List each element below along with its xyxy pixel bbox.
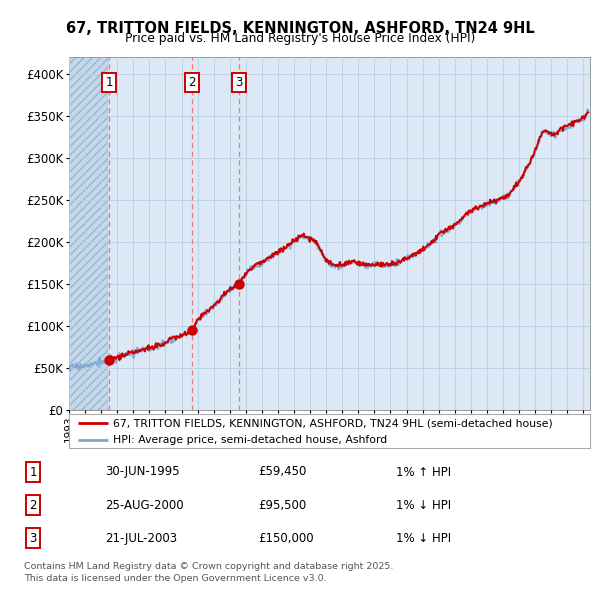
Text: 1% ↓ HPI: 1% ↓ HPI [396,499,451,512]
Text: £95,500: £95,500 [258,499,306,512]
Bar [69,57,109,410]
Text: 3: 3 [29,532,37,545]
Text: 21-JUL-2003: 21-JUL-2003 [105,532,177,545]
Text: £59,450: £59,450 [258,466,307,478]
Text: 1: 1 [29,466,37,478]
Text: 2: 2 [29,499,37,512]
Text: Contains HM Land Registry data © Crown copyright and database right 2025.
This d: Contains HM Land Registry data © Crown c… [24,562,394,583]
Text: 30-JUN-1995: 30-JUN-1995 [105,466,179,478]
Text: 1% ↓ HPI: 1% ↓ HPI [396,532,451,545]
Text: 1: 1 [105,76,113,89]
Text: £150,000: £150,000 [258,532,314,545]
Text: Price paid vs. HM Land Registry's House Price Index (HPI): Price paid vs. HM Land Registry's House … [125,32,475,45]
Text: HPI: Average price, semi-detached house, Ashford: HPI: Average price, semi-detached house,… [113,434,388,444]
Text: 67, TRITTON FIELDS, KENNINGTON, ASHFORD, TN24 9HL: 67, TRITTON FIELDS, KENNINGTON, ASHFORD,… [65,21,535,35]
Text: 25-AUG-2000: 25-AUG-2000 [105,499,184,512]
Text: 3: 3 [235,76,242,89]
Text: 67, TRITTON FIELDS, KENNINGTON, ASHFORD, TN24 9HL (semi-detached house): 67, TRITTON FIELDS, KENNINGTON, ASHFORD,… [113,418,553,428]
Bar [69,57,109,410]
Text: 2: 2 [188,76,196,89]
Text: 1% ↑ HPI: 1% ↑ HPI [396,466,451,478]
